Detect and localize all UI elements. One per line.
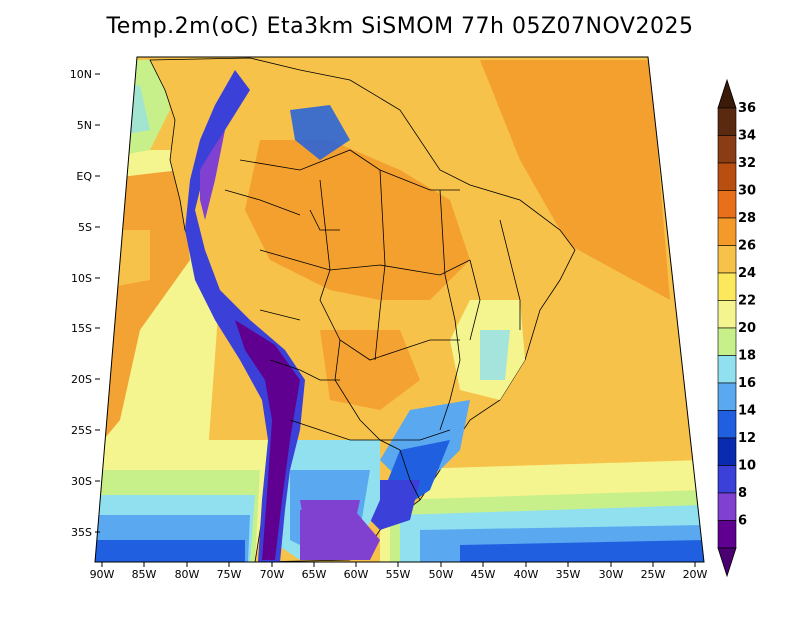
colorbar-segment [717, 382, 737, 411]
lon-label-20w: 20W [683, 568, 708, 581]
map-title: Temp.2m(oC) Eta3km SiSMOM 77h 05Z07NOV20… [106, 14, 694, 39]
lat-label-30s: 30S [71, 475, 92, 488]
colorbar-segment [717, 135, 737, 164]
lon-label-40w: 40W [514, 568, 539, 581]
colorbar-label: 26 [738, 239, 756, 254]
lon-label-75w: 75W [217, 568, 242, 581]
lon-label-25w: 25W [641, 568, 666, 581]
lon-label-85w: 85W [132, 568, 157, 581]
colorbar-label: 34 [738, 129, 756, 144]
colorbar-label: 6 [738, 514, 747, 529]
colorbar-label: 12 [738, 431, 756, 446]
colorbar-label: 10 [738, 459, 756, 474]
colorbar-segment [717, 190, 737, 219]
colorbar-segment [717, 327, 737, 356]
colorbar-segment [717, 107, 737, 136]
lon-label-80w: 80W [175, 568, 200, 581]
lat-label-eq: EQ [76, 170, 92, 183]
lon-label-35w: 35W [556, 568, 581, 581]
colorbar-segment [717, 520, 737, 549]
lon-label-90w: 90W [90, 568, 115, 581]
colorbar-segment [717, 492, 737, 521]
lat-label-10n: 10N [70, 68, 92, 81]
colorbar-segment [717, 437, 737, 466]
lat-label-5s: 5S [78, 221, 92, 234]
lat-label-25s: 25S [71, 424, 92, 437]
lon-label-50w: 50W [429, 568, 454, 581]
colorbar-label: 20 [738, 321, 756, 336]
lat-label-5n: 5N [77, 119, 92, 132]
lon-label-60w: 60W [344, 568, 369, 581]
colorbar-segment [717, 245, 737, 274]
colorbar-segment [717, 162, 737, 191]
latitude-axis: 10N 5N EQ 5S 10S 15S 20S 25S 30S 35S [70, 68, 100, 539]
colorbar-label: 22 [738, 294, 756, 309]
lon-label-70w: 70W [260, 568, 285, 581]
lat-label-35s: 35S [71, 526, 92, 539]
colorbar-label: 36 [738, 101, 756, 116]
map-frame [94, 56, 705, 563]
longitude-axis: 90W 85W 80W 75W 70W 65W 60W 55W 50W 45W … [90, 562, 708, 581]
colorbar-segment [717, 355, 737, 384]
colorbar-label: 32 [738, 156, 756, 171]
colorbar-segment [717, 300, 737, 329]
colorbar-label: 8 [738, 486, 747, 501]
lon-label-30w: 30W [599, 568, 624, 581]
colorbar-segment [717, 272, 737, 301]
colorbar-label: 18 [738, 349, 756, 364]
colorbar-segment [717, 410, 737, 439]
lon-label-65w: 65W [302, 568, 327, 581]
lat-label-20s: 20S [71, 373, 92, 386]
colorbar-label: 28 [738, 211, 756, 226]
colorbar-label: 16 [738, 376, 756, 391]
colorbar-label: 24 [738, 266, 756, 281]
lat-label-15s: 15S [71, 322, 92, 335]
lon-label-55w: 55W [386, 568, 411, 581]
colorbar-min-arrow [717, 547, 737, 578]
colorbar-label: 14 [738, 404, 756, 419]
political-borders [224, 149, 521, 501]
lat-label-10s: 10S [71, 272, 92, 285]
colorbar-segment [717, 465, 737, 494]
colorbar-max-arrow [717, 78, 737, 109]
colorbar-label: 30 [738, 184, 756, 199]
lon-label-45w: 45W [471, 568, 496, 581]
colorbar-segment [717, 217, 737, 246]
